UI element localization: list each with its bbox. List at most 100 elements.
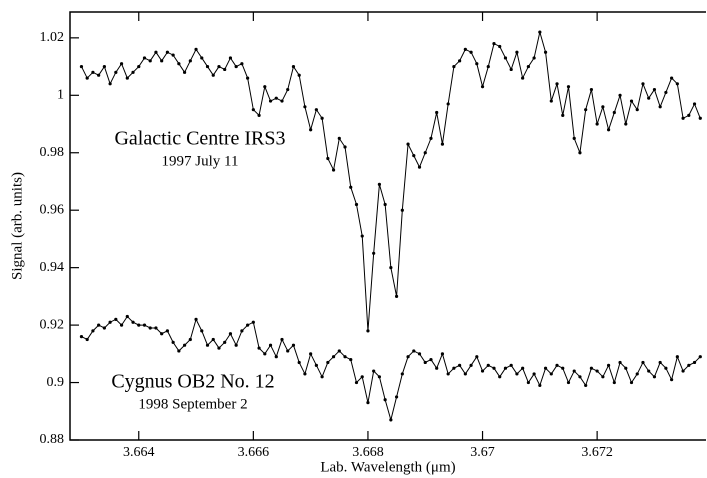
data-point xyxy=(274,96,278,100)
data-point xyxy=(137,323,141,327)
data-point xyxy=(389,266,393,270)
data-point xyxy=(177,349,181,353)
data-point xyxy=(142,56,147,60)
data-point xyxy=(91,329,95,333)
data-point xyxy=(452,64,456,69)
data-point xyxy=(394,294,399,298)
y-tick-label: 0.98 xyxy=(40,145,65,160)
data-point xyxy=(85,76,89,80)
data-point xyxy=(675,355,679,359)
data-point xyxy=(486,363,490,367)
data-point xyxy=(670,76,674,80)
data-point xyxy=(200,329,204,333)
data-point xyxy=(692,102,697,106)
data-point xyxy=(108,320,112,324)
data-point xyxy=(263,85,267,89)
data-point xyxy=(205,64,210,69)
data-point xyxy=(372,369,376,373)
data-point xyxy=(389,418,393,422)
y-tick-label: 0.92 xyxy=(40,317,65,332)
data-point xyxy=(417,352,422,356)
data-point xyxy=(566,85,571,89)
data-point xyxy=(320,375,324,379)
data-point xyxy=(612,110,616,115)
data-point xyxy=(148,59,152,63)
data-point xyxy=(503,56,508,60)
data-point xyxy=(79,334,84,339)
data-point xyxy=(125,76,129,80)
data-point xyxy=(589,366,594,370)
data-point xyxy=(194,317,198,321)
data-point xyxy=(452,366,456,370)
data-point xyxy=(377,375,382,379)
data-point xyxy=(595,369,599,373)
data-point xyxy=(177,62,181,66)
data-point xyxy=(108,82,112,86)
series-date: 1997 July 11 xyxy=(162,153,239,169)
data-point xyxy=(314,108,318,112)
x-tick-label: 3.666 xyxy=(238,445,270,460)
data-point xyxy=(538,30,542,34)
data-point xyxy=(240,62,244,66)
data-point xyxy=(326,156,330,161)
data-point xyxy=(406,142,410,146)
data-point xyxy=(503,366,508,370)
data-point xyxy=(188,59,192,63)
data-point xyxy=(670,378,674,382)
data-point xyxy=(165,50,170,54)
data-point xyxy=(606,128,611,132)
data-point xyxy=(280,99,284,103)
data-point xyxy=(366,401,370,405)
data-point xyxy=(309,352,313,356)
data-point xyxy=(423,151,427,155)
data-point xyxy=(647,96,651,100)
series-line xyxy=(81,31,701,331)
data-point xyxy=(521,76,525,80)
data-point xyxy=(160,59,164,63)
data-point xyxy=(234,343,238,347)
data-point xyxy=(515,372,519,376)
data-point xyxy=(297,360,301,365)
data-point xyxy=(131,70,135,74)
data-point xyxy=(618,93,622,97)
x-tick-label: 3.67 xyxy=(470,445,495,460)
data-point xyxy=(480,85,485,89)
data-point xyxy=(492,366,496,370)
data-point xyxy=(589,87,594,92)
data-point xyxy=(102,326,106,330)
data-point xyxy=(515,50,519,54)
data-point xyxy=(257,346,261,350)
data-point xyxy=(268,99,273,103)
data-point xyxy=(681,116,685,120)
data-point xyxy=(377,182,382,186)
data-point xyxy=(526,64,530,69)
data-point xyxy=(647,369,651,373)
data-point xyxy=(182,343,187,347)
data-point xyxy=(475,62,479,66)
data-point xyxy=(692,360,697,365)
y-tick-label: 0.9 xyxy=(47,375,65,390)
data-point xyxy=(572,136,576,140)
data-point xyxy=(561,113,565,118)
data-point xyxy=(251,108,255,112)
data-point xyxy=(641,82,645,86)
data-point xyxy=(698,355,702,359)
data-point xyxy=(349,357,353,362)
data-point xyxy=(349,185,353,189)
x-axis-label: Lab. Wavelength (μm) xyxy=(320,459,455,475)
data-point xyxy=(555,82,559,86)
y-tick-label: 0.96 xyxy=(40,202,65,217)
data-point xyxy=(435,110,439,115)
data-point xyxy=(297,73,301,77)
data-point xyxy=(543,50,548,54)
x-tick-label: 3.668 xyxy=(352,445,384,460)
data-point xyxy=(572,369,576,373)
data-point xyxy=(469,50,473,54)
data-point xyxy=(343,355,347,359)
data-point xyxy=(595,122,599,126)
data-point xyxy=(429,357,433,362)
data-point xyxy=(675,82,679,86)
data-point xyxy=(406,355,410,359)
series-label: Cygnus OB2 No. 12 xyxy=(111,371,274,393)
data-point xyxy=(498,375,502,379)
